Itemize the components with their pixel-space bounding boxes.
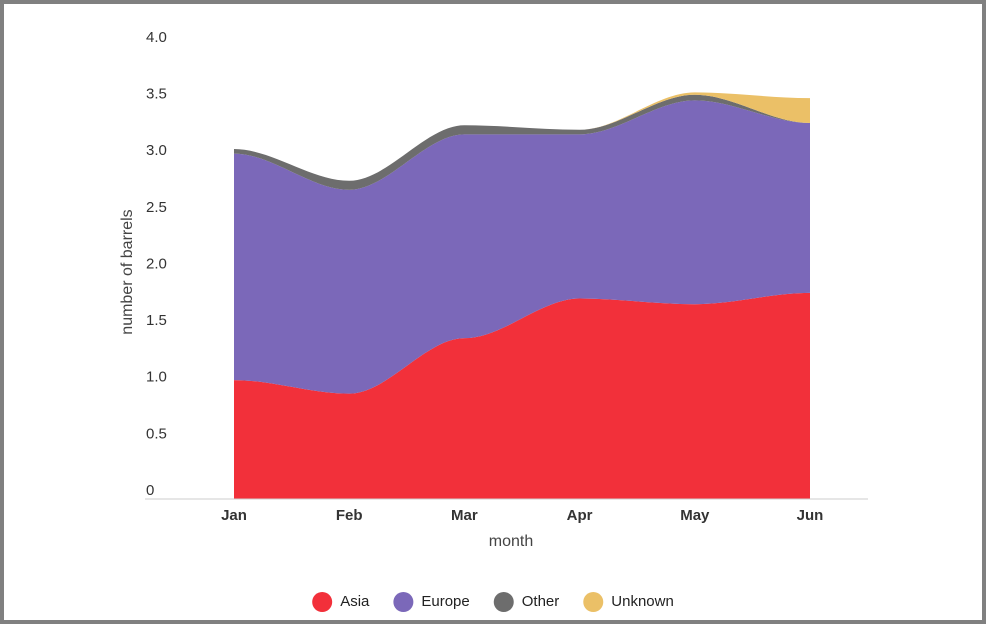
legend-label: Other [522, 593, 560, 610]
legend-marker [583, 592, 604, 612]
y-tick-label: 1.5 [146, 312, 167, 329]
y-tick-label: 3.5 [146, 86, 167, 103]
legend-label: Unknown [611, 593, 674, 610]
x-axis-label: month [489, 533, 533, 550]
y-tick-label: 1.0 [146, 369, 167, 386]
y-tick-label: 4.0 [146, 29, 167, 46]
area [234, 100, 810, 394]
x-tick-label: Jun [797, 507, 824, 524]
y-axis-label: number of barrels [119, 209, 136, 334]
x-tick-label: Jan [221, 507, 247, 524]
y-tick-label: 2.5 [146, 199, 167, 216]
x-tick-label: Apr [567, 507, 593, 524]
legend-label: Asia [340, 593, 370, 610]
y-tick-label: 3.0 [146, 142, 167, 159]
y-tick-label: 0 [146, 482, 154, 499]
legend-marker [312, 592, 333, 612]
x-tick-label: Feb [336, 507, 363, 524]
x-tick-label: Mar [451, 507, 478, 524]
legend-marker [393, 592, 414, 612]
legend-marker [493, 592, 514, 612]
area [234, 92, 810, 181]
legend-label: Europe [421, 593, 469, 610]
x-tick-label: May [680, 507, 710, 524]
y-tick-label: 0.5 [146, 425, 167, 442]
area [234, 292, 810, 499]
y-tick-label: 2.0 [146, 255, 167, 272]
